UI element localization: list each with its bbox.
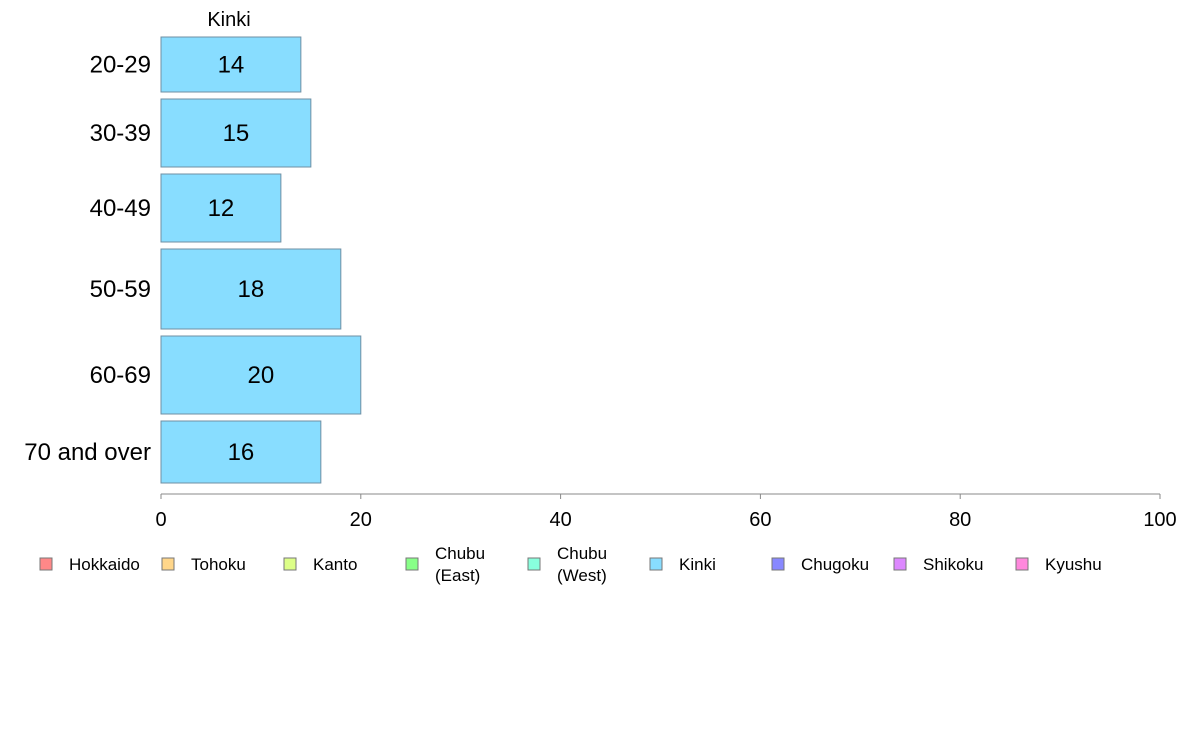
x-tick-label: 100 xyxy=(1143,509,1176,531)
bar xyxy=(160,248,342,330)
legend-swatch xyxy=(283,557,297,571)
legend-label: Hokkaido xyxy=(69,555,140,574)
legend-label: Kanto xyxy=(313,555,357,574)
legend-swatch xyxy=(527,557,541,571)
legend: Hokkaido Tohoku Kanto Chubu (East) Chubu (West… xyxy=(39,544,1102,585)
bar xyxy=(160,173,282,243)
legend-label: Shikoku xyxy=(923,555,983,574)
bars-group: 20-29 14 30-39 15 40-49 12 50-59 18 60-69 20 70 an… xyxy=(24,36,362,484)
legend-label: (West) xyxy=(557,566,607,585)
legend-swatch xyxy=(1015,557,1029,571)
x-tick-label: 0 xyxy=(155,509,166,531)
category-label: 70 and over xyxy=(24,439,151,466)
bar-value-label: 20 xyxy=(248,362,275,389)
x-axis: 0 20 40 60 80 100 xyxy=(155,493,1177,531)
series-title: Kinki xyxy=(207,9,250,31)
bar-value-label: 18 xyxy=(238,276,265,303)
legend-label: Chubu xyxy=(557,544,607,563)
x-tick-label: 80 xyxy=(949,509,971,531)
category-label: 20-29 xyxy=(90,52,151,79)
legend-label: (East) xyxy=(435,566,480,585)
legend-swatch xyxy=(161,557,175,571)
legend-swatch xyxy=(649,557,663,571)
bar-value-label: 16 xyxy=(228,439,255,466)
bar-value-label: 14 xyxy=(218,52,245,79)
x-tick-label: 60 xyxy=(749,509,771,531)
bar-value-label: 12 xyxy=(208,195,235,222)
legend-label: Chubu xyxy=(435,544,485,563)
legend-label: Tohoku xyxy=(191,555,246,574)
x-tick-label: 20 xyxy=(350,509,372,531)
legend-swatch xyxy=(39,557,53,571)
bar xyxy=(160,420,322,484)
bar xyxy=(160,98,312,168)
legend-label: Kyushu xyxy=(1045,555,1102,574)
category-label: 50-59 xyxy=(90,276,151,303)
legend-swatch xyxy=(771,557,785,571)
category-label: 30-39 xyxy=(90,120,151,147)
bar xyxy=(160,335,362,415)
category-label: 60-69 xyxy=(90,362,151,389)
legend-label: Chugoku xyxy=(801,555,869,574)
bar xyxy=(160,36,302,93)
legend-swatch xyxy=(893,557,907,571)
legend-swatch xyxy=(405,557,419,571)
legend-label: Kinki xyxy=(679,555,716,574)
bar-value-label: 15 xyxy=(223,120,250,147)
category-label: 40-49 xyxy=(90,195,151,222)
x-tick-label: 40 xyxy=(549,509,571,531)
